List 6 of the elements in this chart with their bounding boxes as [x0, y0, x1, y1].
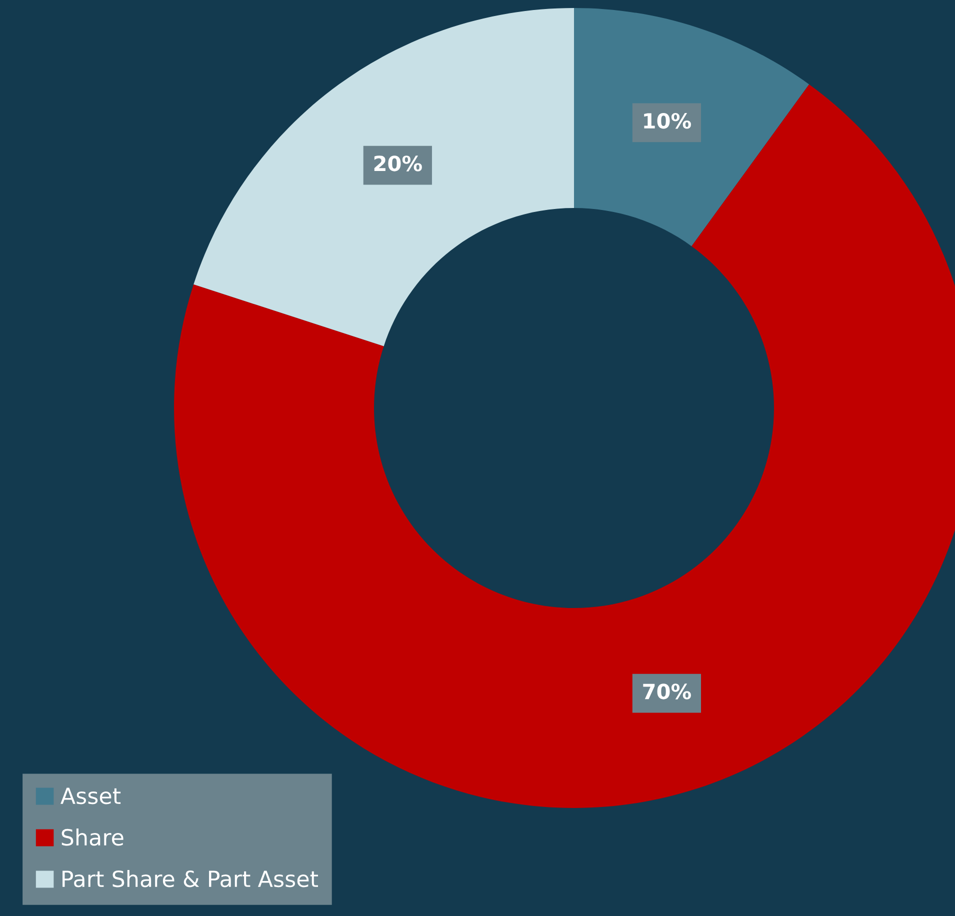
legend-label: Asset: [60, 788, 121, 804]
legend-label: Part Share & Part Asset: [62, 870, 318, 888]
data-label: 70%: [643, 684, 691, 700]
data-label: 20%: [374, 156, 422, 172]
data-label: 10%: [644, 112, 691, 129]
legend-label: Share: [62, 828, 124, 846]
